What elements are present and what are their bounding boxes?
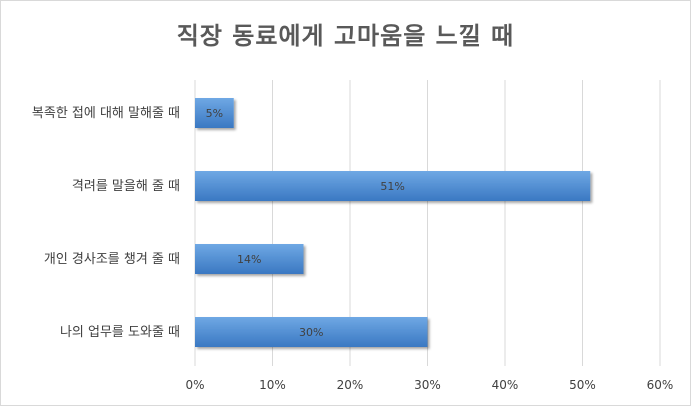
x-tick-label: 30%	[414, 378, 441, 392]
category-label: 격려를 말을해 줄 때	[72, 179, 180, 194]
x-tick-label: 60%	[647, 378, 674, 392]
data-label: 30%	[299, 326, 323, 339]
category-label: 개인 경사조를 챙겨 줄 때	[44, 252, 180, 267]
bar	[195, 171, 591, 201]
bar	[195, 317, 428, 347]
category-label: 나의 업무를 도와줄 때	[60, 325, 180, 340]
x-tick-label: 20%	[337, 378, 364, 392]
x-tick-label: 50%	[569, 378, 596, 392]
data-label: 5%	[206, 107, 223, 120]
x-tick-label: 40%	[492, 378, 519, 392]
bar	[195, 244, 304, 274]
category-label: 복족한 접에 대해 말해줄 때	[32, 106, 180, 121]
x-tick-label: 10%	[259, 378, 286, 392]
bar	[195, 98, 234, 128]
data-label: 51%	[380, 180, 404, 193]
data-label: 14%	[237, 253, 261, 266]
x-tick-label: 0%	[185, 378, 204, 392]
chart-title: 직장 동료에게 고마움을 느낄 때	[176, 22, 515, 50]
